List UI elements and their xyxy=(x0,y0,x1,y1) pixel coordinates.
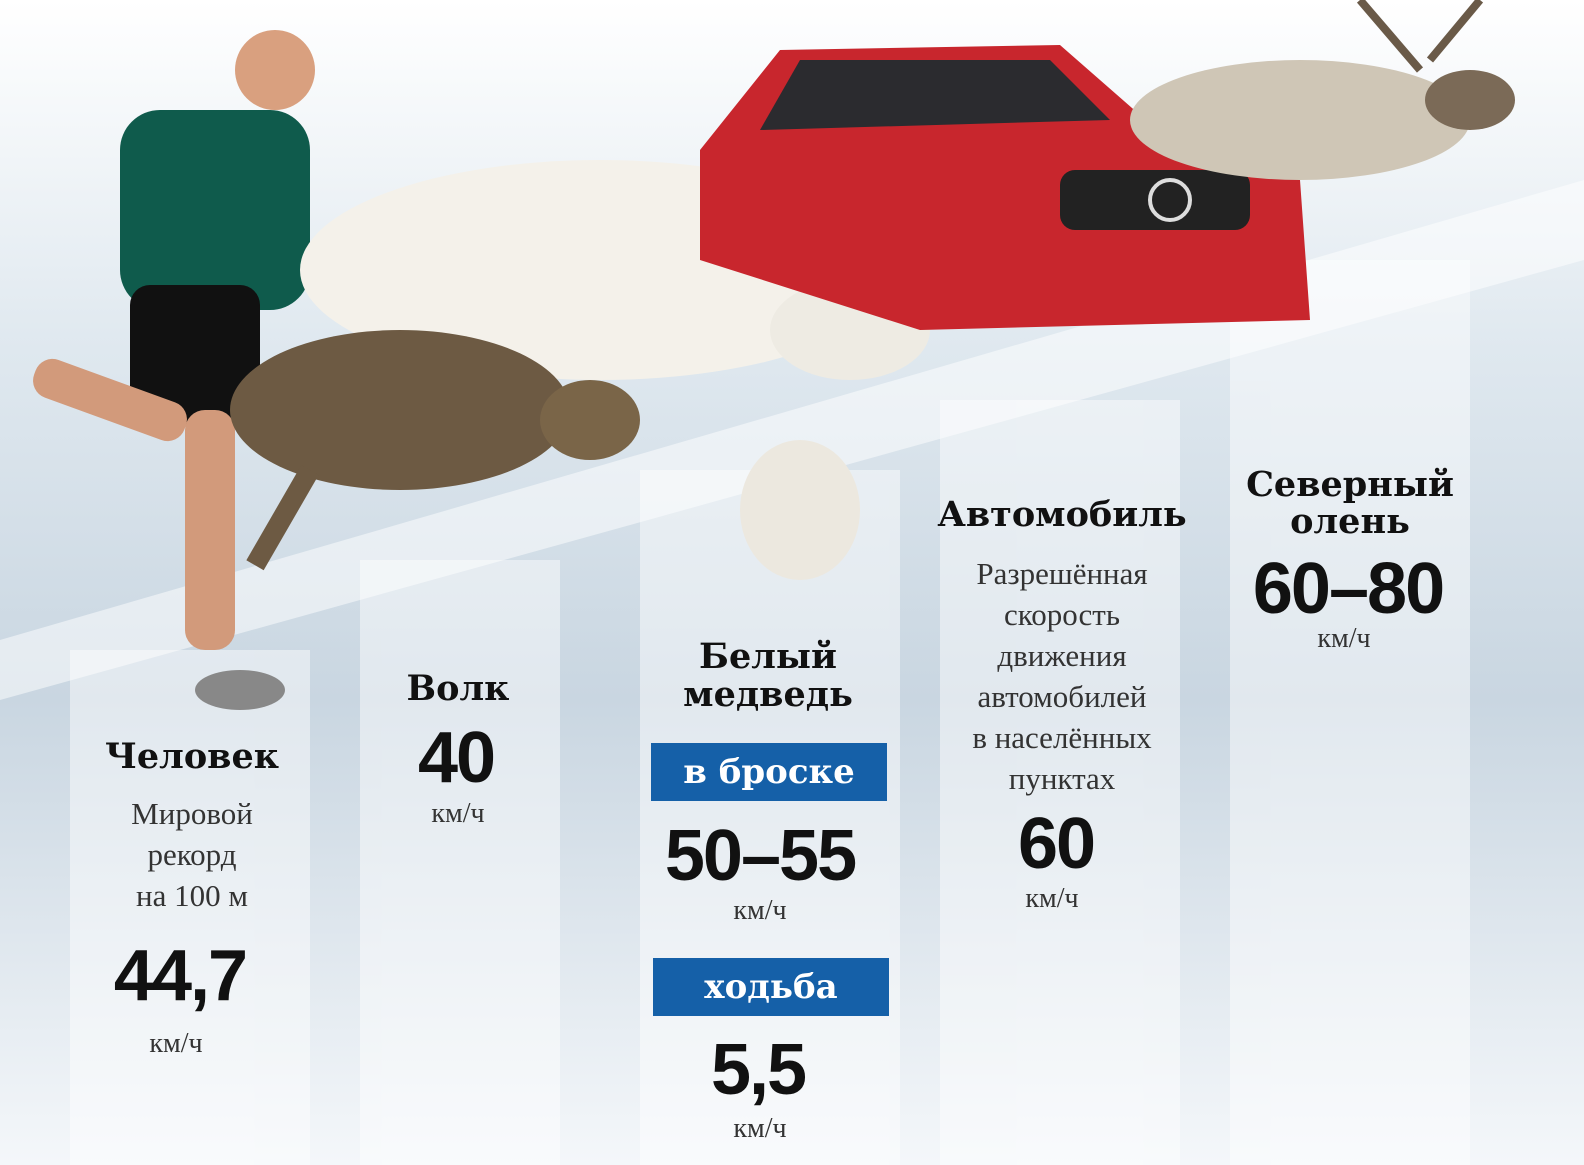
description: в населённых xyxy=(972,717,1151,758)
unit: км/ч xyxy=(431,798,484,830)
value: 50–55 xyxy=(665,820,855,892)
description: скорость xyxy=(1004,594,1120,635)
description: движения xyxy=(997,635,1126,676)
mode-label: ходьба xyxy=(653,958,889,1016)
unit: км/ч xyxy=(733,1113,786,1145)
unit: км/ч xyxy=(1025,883,1078,915)
description: на 100 м xyxy=(136,875,248,916)
unit: км/ч xyxy=(733,895,786,927)
unit: км/ч xyxy=(149,1028,202,1060)
name: Автомобиль xyxy=(937,496,1186,534)
value: 60–80 xyxy=(1253,553,1443,625)
description: пунктах xyxy=(1009,758,1116,799)
name: медведь xyxy=(683,676,853,714)
unit: км/ч xyxy=(1317,623,1370,655)
value: 60 xyxy=(1018,808,1094,880)
mode-label: в броске xyxy=(651,743,887,801)
value: 40 xyxy=(418,722,494,794)
value: 5,5 xyxy=(711,1034,805,1106)
name: олень xyxy=(1290,503,1410,541)
name: Северный xyxy=(1246,466,1454,504)
infographic: Человек Мировой рекорд на 100 м 44,7 км/… xyxy=(0,0,1584,1165)
name: Волк xyxy=(407,670,510,708)
description: автомобилей xyxy=(978,676,1147,717)
description: Разрешённая xyxy=(976,553,1147,594)
value: 44,7 xyxy=(114,940,246,1012)
name: Белый xyxy=(699,638,837,676)
page: Speeds {"items": [ {"name": ["Человек"],… xyxy=(0,0,1584,1165)
name: Человек xyxy=(105,738,279,776)
description: Мировой xyxy=(131,793,253,834)
description: рекорд xyxy=(147,834,236,875)
